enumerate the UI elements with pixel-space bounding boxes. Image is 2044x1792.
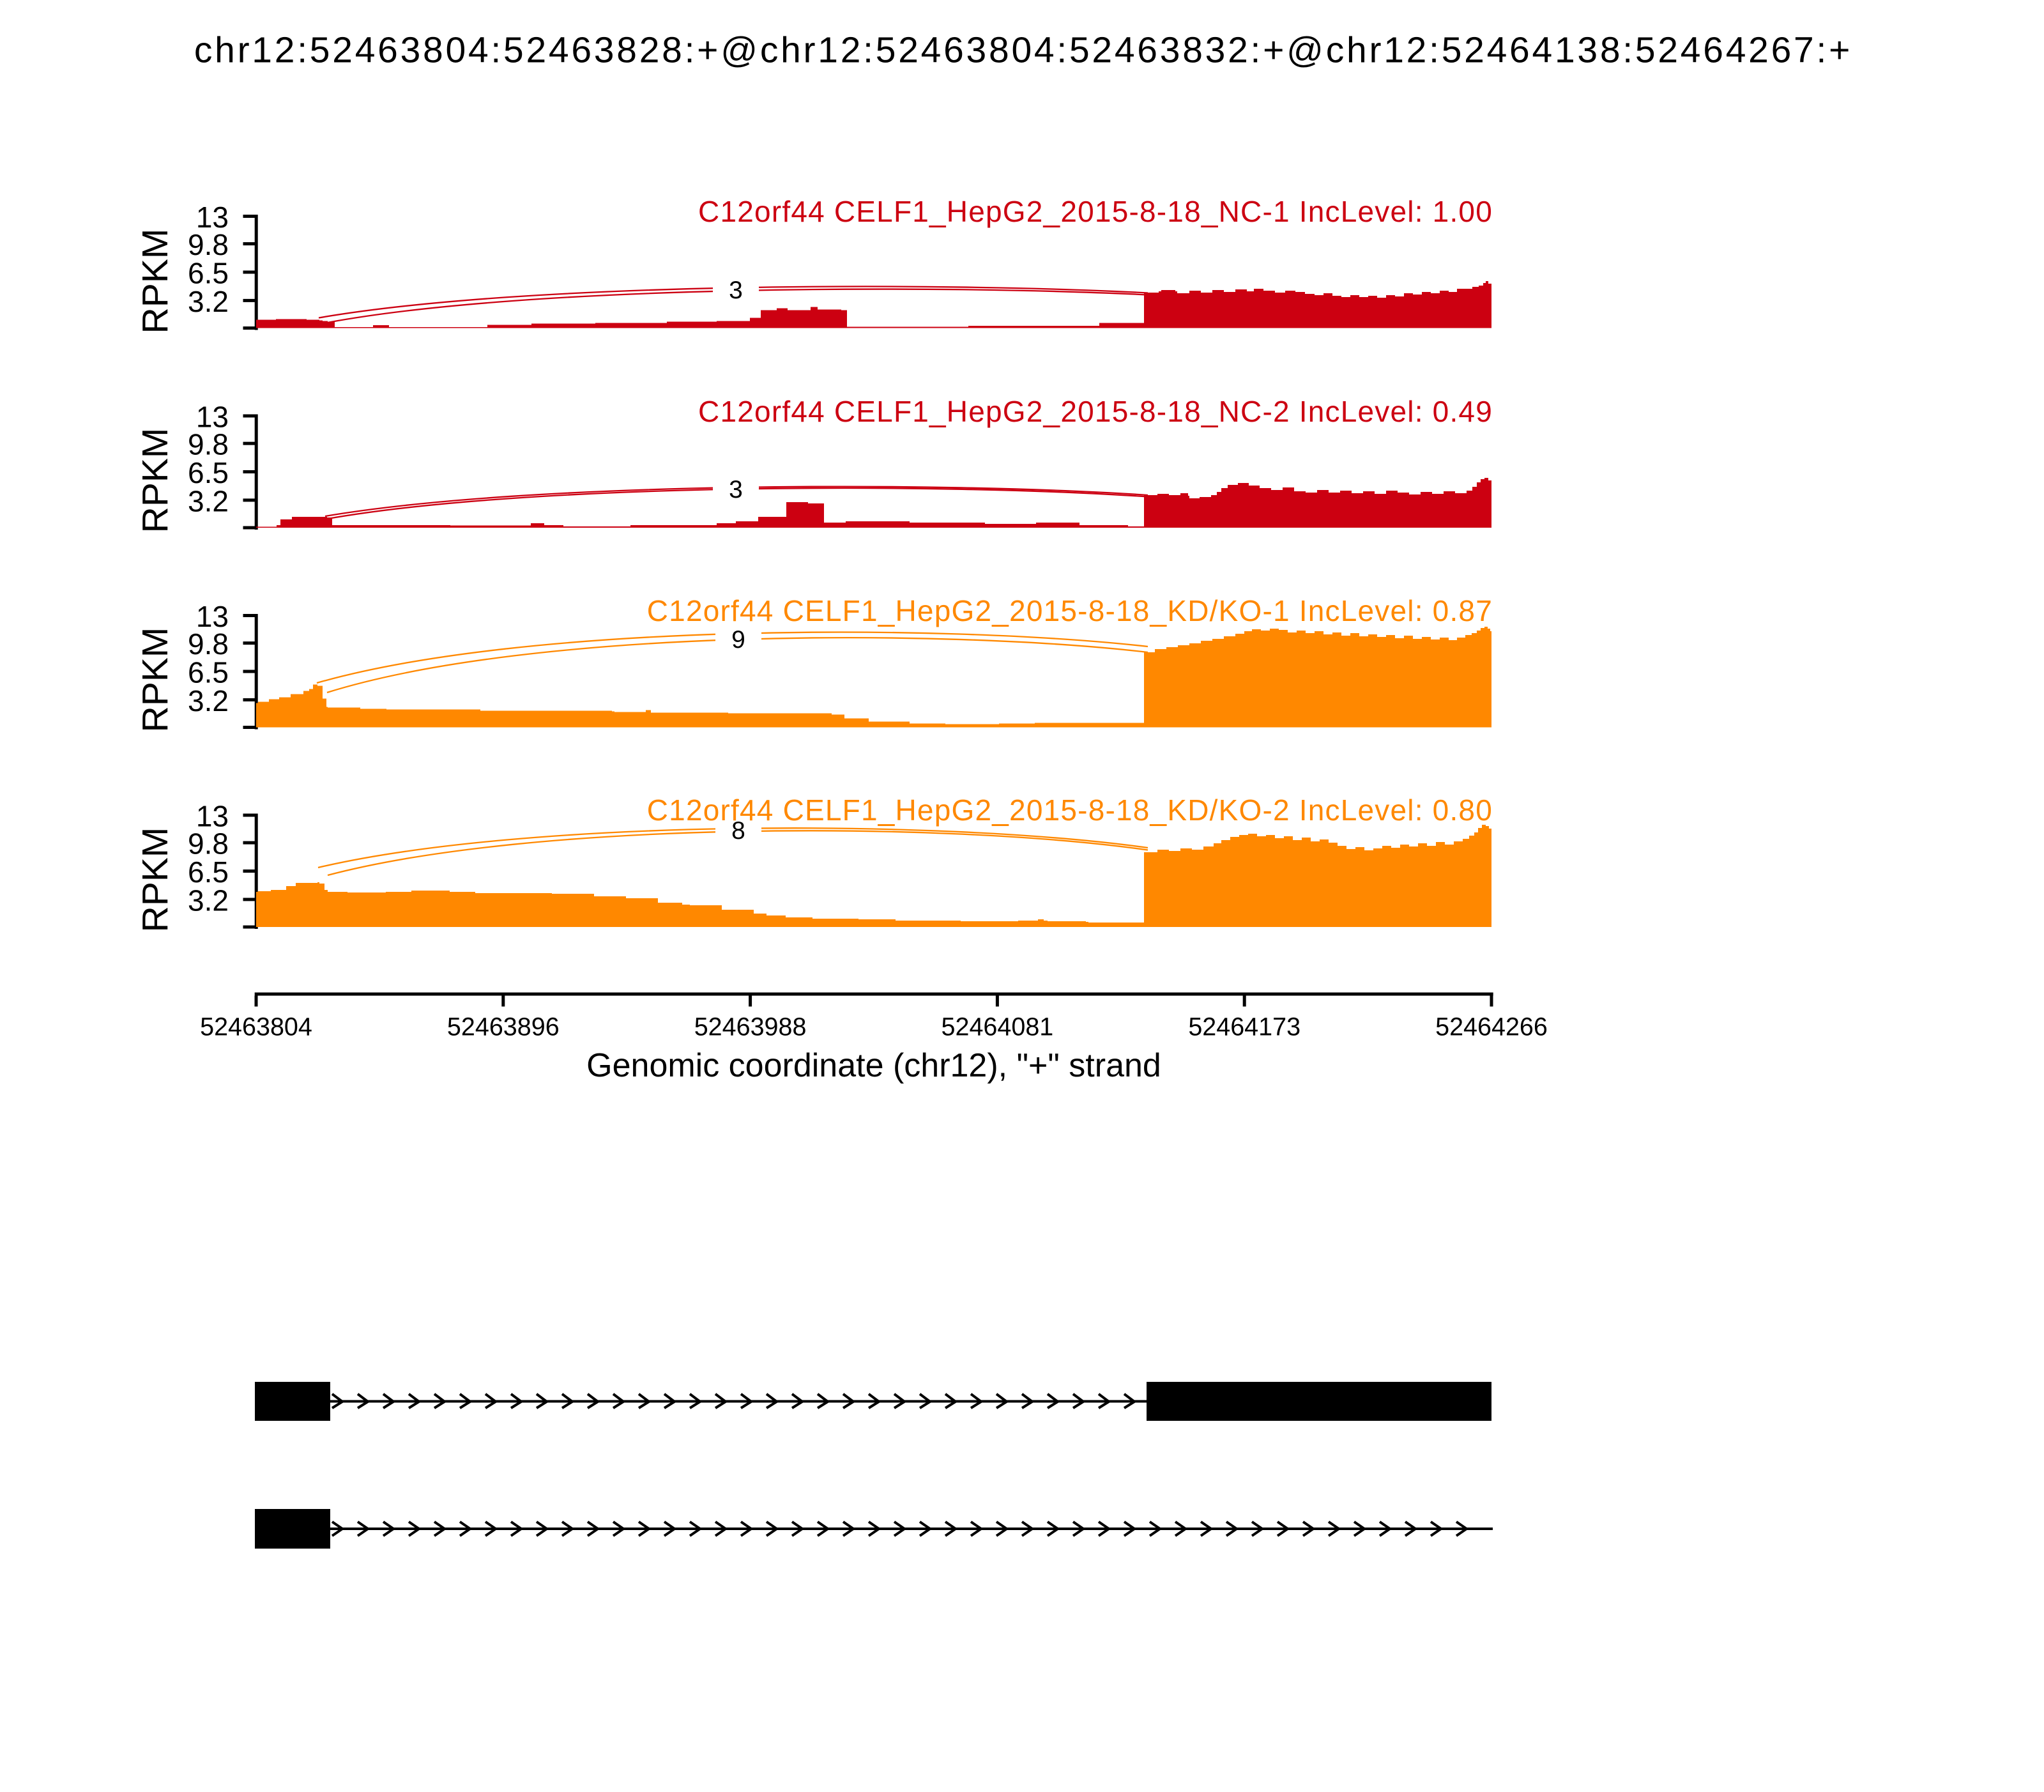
- svg-text:9.8: 9.8: [188, 827, 229, 861]
- svg-text:13: 13: [196, 600, 229, 633]
- svg-text:chr12:52463804:52463828:+@chr1: chr12:52463804:52463828:+@chr12:52463804…: [194, 30, 1852, 71]
- svg-text:52464081: 52464081: [942, 1013, 1054, 1041]
- svg-text:52463896: 52463896: [447, 1013, 560, 1041]
- svg-text:3.2: 3.2: [188, 484, 229, 517]
- svg-text:3: 3: [729, 476, 743, 503]
- svg-text:13: 13: [196, 201, 229, 234]
- svg-text:6.5: 6.5: [188, 656, 229, 689]
- svg-text:8: 8: [731, 817, 745, 845]
- svg-text:RPKM: RPKM: [135, 229, 176, 334]
- svg-text:C12orf44 CELF1_HepG2_2015-8-18: C12orf44 CELF1_HepG2_2015-8-18_KD/KO-2 I…: [647, 793, 1493, 827]
- svg-text:3.2: 3.2: [188, 285, 229, 318]
- svg-text:3.2: 3.2: [188, 884, 229, 917]
- svg-text:52463804: 52463804: [200, 1013, 312, 1041]
- svg-text:9.8: 9.8: [188, 428, 229, 461]
- svg-text:52464173: 52464173: [1188, 1013, 1300, 1041]
- svg-text:RPKM: RPKM: [135, 428, 176, 533]
- svg-text:9.8: 9.8: [188, 228, 229, 261]
- svg-text:RPKM: RPKM: [135, 627, 176, 733]
- svg-text:C12orf44 CELF1_HepG2_2015-8-18: C12orf44 CELF1_HepG2_2015-8-18_NC-2 IncL…: [698, 395, 1493, 428]
- svg-text:C12orf44 CELF1_HepG2_2015-8-18: C12orf44 CELF1_HepG2_2015-8-18_NC-1 IncL…: [698, 195, 1493, 228]
- svg-text:52464266: 52464266: [1435, 1013, 1548, 1041]
- svg-text:9.8: 9.8: [188, 627, 229, 661]
- svg-text:Genomic coordinate (chr12), "+: Genomic coordinate (chr12), "+" strand: [586, 1047, 1161, 1084]
- svg-text:3.2: 3.2: [188, 684, 229, 717]
- svg-text:RPKM: RPKM: [135, 827, 176, 933]
- svg-text:9: 9: [731, 626, 745, 654]
- svg-text:6.5: 6.5: [188, 855, 229, 889]
- svg-text:13: 13: [196, 800, 229, 833]
- svg-text:13: 13: [196, 401, 229, 434]
- svg-text:3: 3: [729, 277, 743, 304]
- svg-text:6.5: 6.5: [188, 456, 229, 489]
- svg-text:6.5: 6.5: [188, 257, 229, 290]
- svg-text:C12orf44 CELF1_HepG2_2015-8-18: C12orf44 CELF1_HepG2_2015-8-18_KD/KO-1 I…: [647, 594, 1493, 627]
- svg-text:52463988: 52463988: [694, 1013, 807, 1041]
